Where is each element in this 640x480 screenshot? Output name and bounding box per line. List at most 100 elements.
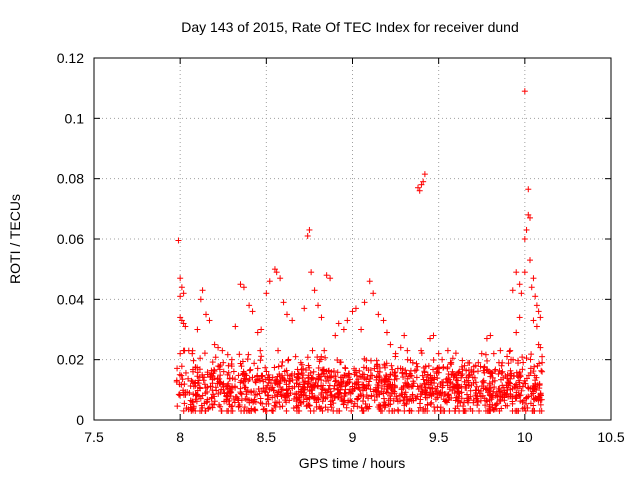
data-point xyxy=(523,355,530,362)
data-point xyxy=(419,372,426,379)
data-point xyxy=(376,405,383,412)
x-tick-label: 7.5 xyxy=(84,429,104,445)
data-point xyxy=(499,392,506,399)
data-point xyxy=(391,376,398,383)
data-point xyxy=(407,367,414,374)
data-point xyxy=(415,386,422,393)
data-point xyxy=(421,368,428,375)
data-point xyxy=(225,407,232,414)
data-point xyxy=(249,308,256,315)
data-point xyxy=(266,376,273,383)
data-point xyxy=(421,171,428,178)
data-point xyxy=(380,395,387,402)
data-point xyxy=(363,392,370,399)
data-point xyxy=(493,405,500,412)
data-point xyxy=(342,364,349,371)
data-point xyxy=(401,407,408,414)
data-point xyxy=(380,402,387,409)
data-point xyxy=(217,379,224,386)
data-point xyxy=(523,226,530,233)
data-point xyxy=(516,392,523,399)
data-point xyxy=(373,393,380,400)
data-point xyxy=(439,356,446,363)
data-point xyxy=(444,379,451,386)
data-point xyxy=(358,326,365,333)
data-point xyxy=(372,387,379,394)
data-point xyxy=(211,368,218,375)
data-point xyxy=(320,382,327,389)
data-point xyxy=(341,397,348,404)
data-point xyxy=(496,367,503,374)
data-point xyxy=(331,382,338,389)
data-point xyxy=(318,390,325,397)
data-point xyxy=(190,368,197,375)
data-point xyxy=(299,383,306,390)
data-point xyxy=(276,399,283,406)
data-point xyxy=(521,269,528,276)
data-point xyxy=(258,326,265,333)
data-point xyxy=(465,395,472,402)
data-point xyxy=(537,401,544,408)
data-point xyxy=(528,284,535,291)
data-point xyxy=(509,287,516,294)
data-point xyxy=(440,379,447,386)
data-point xyxy=(271,266,278,273)
data-point xyxy=(521,377,528,384)
data-point xyxy=(337,359,344,366)
data-point xyxy=(534,362,541,369)
data-point xyxy=(209,387,216,394)
data-point xyxy=(323,378,330,385)
data-point xyxy=(527,356,534,363)
data-point xyxy=(353,372,360,379)
data-point xyxy=(497,376,504,383)
data-point xyxy=(204,384,211,391)
data-point xyxy=(387,395,394,402)
data-point xyxy=(300,365,307,372)
data-point xyxy=(324,374,331,381)
data-point xyxy=(181,400,188,407)
data-point xyxy=(192,382,199,389)
data-point xyxy=(392,373,399,380)
data-point xyxy=(380,390,387,397)
data-point xyxy=(343,404,350,411)
data-point xyxy=(494,400,501,407)
data-point xyxy=(518,387,525,394)
data-point xyxy=(481,364,488,371)
data-point xyxy=(188,406,195,413)
data-point xyxy=(178,372,185,379)
data-point xyxy=(224,351,231,358)
data-point xyxy=(328,404,335,411)
data-point xyxy=(216,380,223,387)
y-axis-label: ROTI / TECUs xyxy=(7,194,23,284)
data-point xyxy=(523,400,530,407)
data-point xyxy=(350,387,357,394)
data-point xyxy=(180,290,187,297)
grid-lines xyxy=(94,58,611,420)
data-point xyxy=(283,381,290,388)
data-point xyxy=(507,391,514,398)
data-point xyxy=(332,378,339,385)
data-point xyxy=(421,381,428,388)
data-point xyxy=(357,373,364,380)
data-point xyxy=(306,226,313,233)
data-point xyxy=(472,362,479,369)
data-point xyxy=(484,366,491,373)
data-points xyxy=(173,88,546,414)
data-point xyxy=(320,394,327,401)
data-point xyxy=(447,359,454,366)
data-point xyxy=(462,384,469,391)
data-point xyxy=(391,390,398,397)
data-point xyxy=(366,278,373,285)
data-point xyxy=(439,384,446,391)
data-point xyxy=(473,383,480,390)
data-point xyxy=(424,401,431,408)
data-point xyxy=(454,388,461,395)
data-point xyxy=(467,387,474,394)
data-point xyxy=(444,347,451,354)
data-point xyxy=(525,211,532,218)
data-point xyxy=(188,377,195,384)
data-point xyxy=(478,383,485,390)
data-point xyxy=(201,350,208,357)
data-point xyxy=(211,398,218,405)
data-point xyxy=(381,362,388,369)
